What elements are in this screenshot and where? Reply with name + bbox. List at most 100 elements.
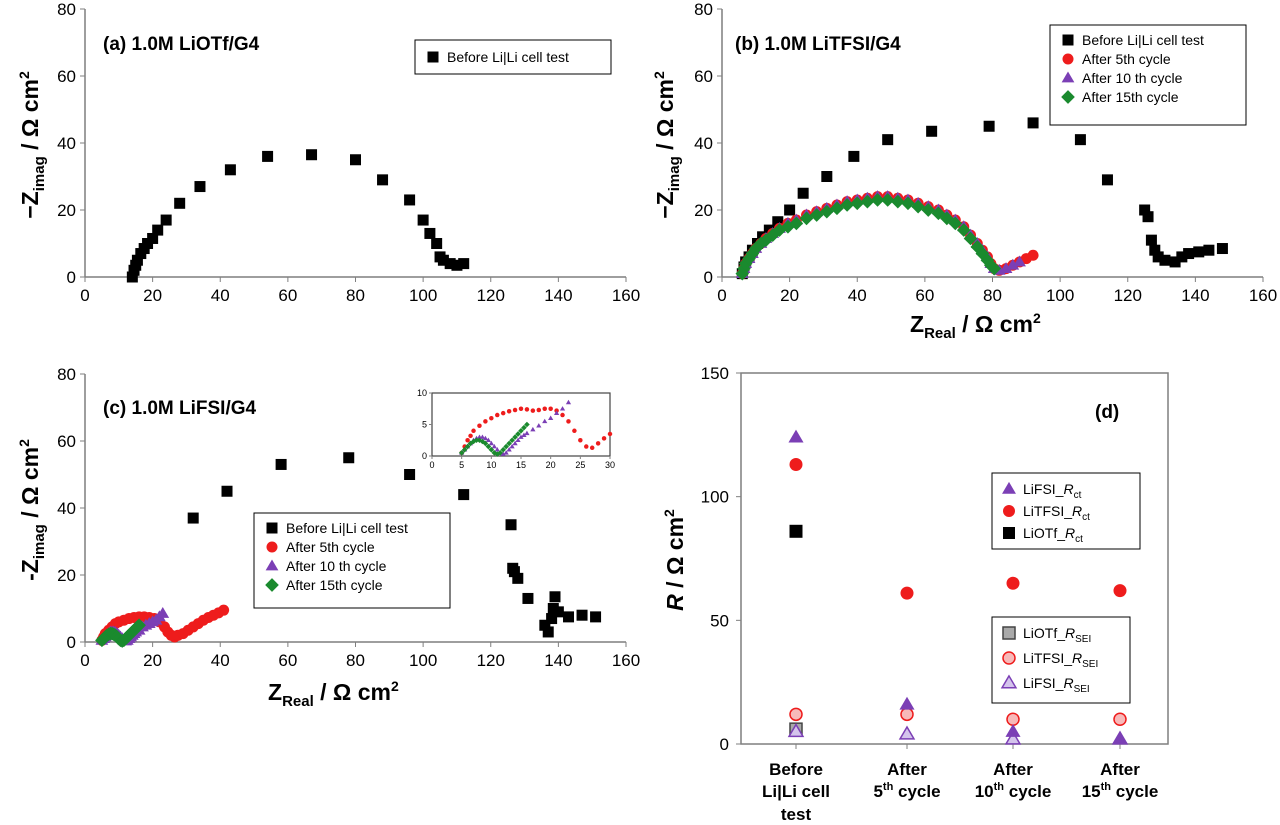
legend-box xyxy=(991,472,1141,550)
legend-marker xyxy=(1062,34,1074,46)
panel-title: (c) 1.0M LiFSI/G4 xyxy=(103,398,257,419)
data-point xyxy=(524,421,530,428)
x-tick-label: 15 xyxy=(516,460,526,470)
data-point xyxy=(983,120,995,132)
x-axis-label: ZReal / Ω cm2 xyxy=(268,678,399,710)
data-point xyxy=(542,626,554,638)
data-point xyxy=(789,707,803,722)
legend-label: LiFSI_RSEI xyxy=(1023,675,1090,695)
series-rct-0 xyxy=(788,429,1128,745)
data-point xyxy=(772,216,784,228)
x-tick-label: 10 xyxy=(486,460,496,470)
data-point xyxy=(1169,256,1181,268)
x-label-sub: Real xyxy=(924,325,956,342)
panel-b: 0 20 40 60 80 100 120 140 160 0 20 40 60 80 (b) 1.0M L… xyxy=(651,0,1277,342)
data-point xyxy=(468,433,473,439)
data-point xyxy=(560,412,565,418)
category-label: Before xyxy=(769,760,823,779)
legend-a: Before Li|Li cell test xyxy=(414,39,612,75)
category-label: 10th cycle xyxy=(975,781,1052,801)
y-tick-label: 20 xyxy=(57,566,76,585)
y-tick-label: 40 xyxy=(57,134,76,153)
category-label: After xyxy=(887,760,927,779)
series-a-0 xyxy=(126,149,470,283)
data-point xyxy=(522,592,534,604)
category-label: 5th cycle xyxy=(873,781,940,801)
legend-marker xyxy=(1002,651,1016,665)
category-num: 15 xyxy=(1082,782,1101,801)
legend-base: LiFSI_ xyxy=(1023,481,1064,497)
y-tick-label: 80 xyxy=(57,0,76,19)
data-point xyxy=(1027,117,1039,129)
data-point xyxy=(485,437,491,443)
data-point xyxy=(491,443,497,449)
data-point xyxy=(458,489,470,501)
category-label: 15th cycle xyxy=(1082,781,1159,801)
data-point xyxy=(980,253,995,268)
data-point xyxy=(424,227,436,239)
data-point xyxy=(536,407,542,413)
y-axis-label: -Zimag / Ω cm2 xyxy=(16,439,48,581)
data-point xyxy=(901,196,915,211)
data-point xyxy=(1004,730,1022,745)
legend-italic: R xyxy=(1065,525,1075,541)
legend-marker xyxy=(265,578,279,592)
data-point xyxy=(1139,204,1151,216)
legend-label: Before Li|Li cell test xyxy=(286,520,408,536)
data-point xyxy=(546,613,558,625)
series-rsei-1 xyxy=(789,707,1127,727)
series-rsei-2 xyxy=(787,723,1129,745)
data-point xyxy=(464,443,471,450)
data-point xyxy=(494,447,500,452)
data-point xyxy=(578,438,583,443)
legend-sub: SEI xyxy=(1074,684,1090,695)
legend-italic: R xyxy=(1063,675,1073,691)
category-label: After xyxy=(993,760,1033,779)
data-point xyxy=(479,438,486,445)
x-tick-label: 140 xyxy=(1181,286,1209,305)
x-tick-label: 160 xyxy=(1249,286,1277,305)
data-point xyxy=(518,428,524,434)
data-point xyxy=(1152,251,1164,263)
data-point xyxy=(821,171,833,182)
data-point xyxy=(515,431,521,437)
data-point xyxy=(1006,258,1020,270)
y-tick-label: 150 xyxy=(701,364,729,383)
data-point xyxy=(1203,244,1215,256)
series-rct-2 xyxy=(789,524,803,538)
y-label-unit: / Ω cm xyxy=(662,517,688,594)
category-num: 10 xyxy=(975,782,994,801)
data-point xyxy=(156,607,170,618)
x-tick-label: 60 xyxy=(278,651,297,670)
data-point xyxy=(1183,248,1195,260)
x-label-unit: / Ω cm xyxy=(314,679,391,705)
data-point xyxy=(479,434,486,439)
legend-label: LiOTf_RSEI xyxy=(1023,625,1091,645)
data-point xyxy=(500,410,506,416)
legend-sub: ct xyxy=(1082,512,1090,523)
y-tick-label: 60 xyxy=(57,67,76,86)
data-point xyxy=(563,611,575,623)
data-point xyxy=(437,254,449,266)
data-point xyxy=(565,399,572,405)
data-point xyxy=(542,406,547,411)
data-point xyxy=(552,606,564,618)
x-label-unit: / Ω cm xyxy=(956,311,1033,337)
panel-a: 0 20 40 60 80 100 120 140 160 0 20 40 60 80 (a) 1.0M L… xyxy=(16,0,640,305)
legend-label: After 5th cycle xyxy=(1082,51,1171,67)
category-sup: th xyxy=(883,781,894,793)
data-point xyxy=(748,241,763,256)
data-point xyxy=(576,609,588,621)
legend-label: LiOTf_Rct xyxy=(1023,525,1083,545)
legend-label: After 15th cycle xyxy=(286,577,383,593)
x-tick-label: 160 xyxy=(612,286,640,305)
x-label-sub: Real xyxy=(282,693,314,710)
x-label-sup: 2 xyxy=(391,678,399,694)
data-point xyxy=(488,446,495,453)
data-point xyxy=(506,409,512,414)
y-tick-label: 50 xyxy=(710,611,729,630)
category-sup: th xyxy=(994,781,1005,793)
x-tick-label: 0 xyxy=(717,286,726,305)
